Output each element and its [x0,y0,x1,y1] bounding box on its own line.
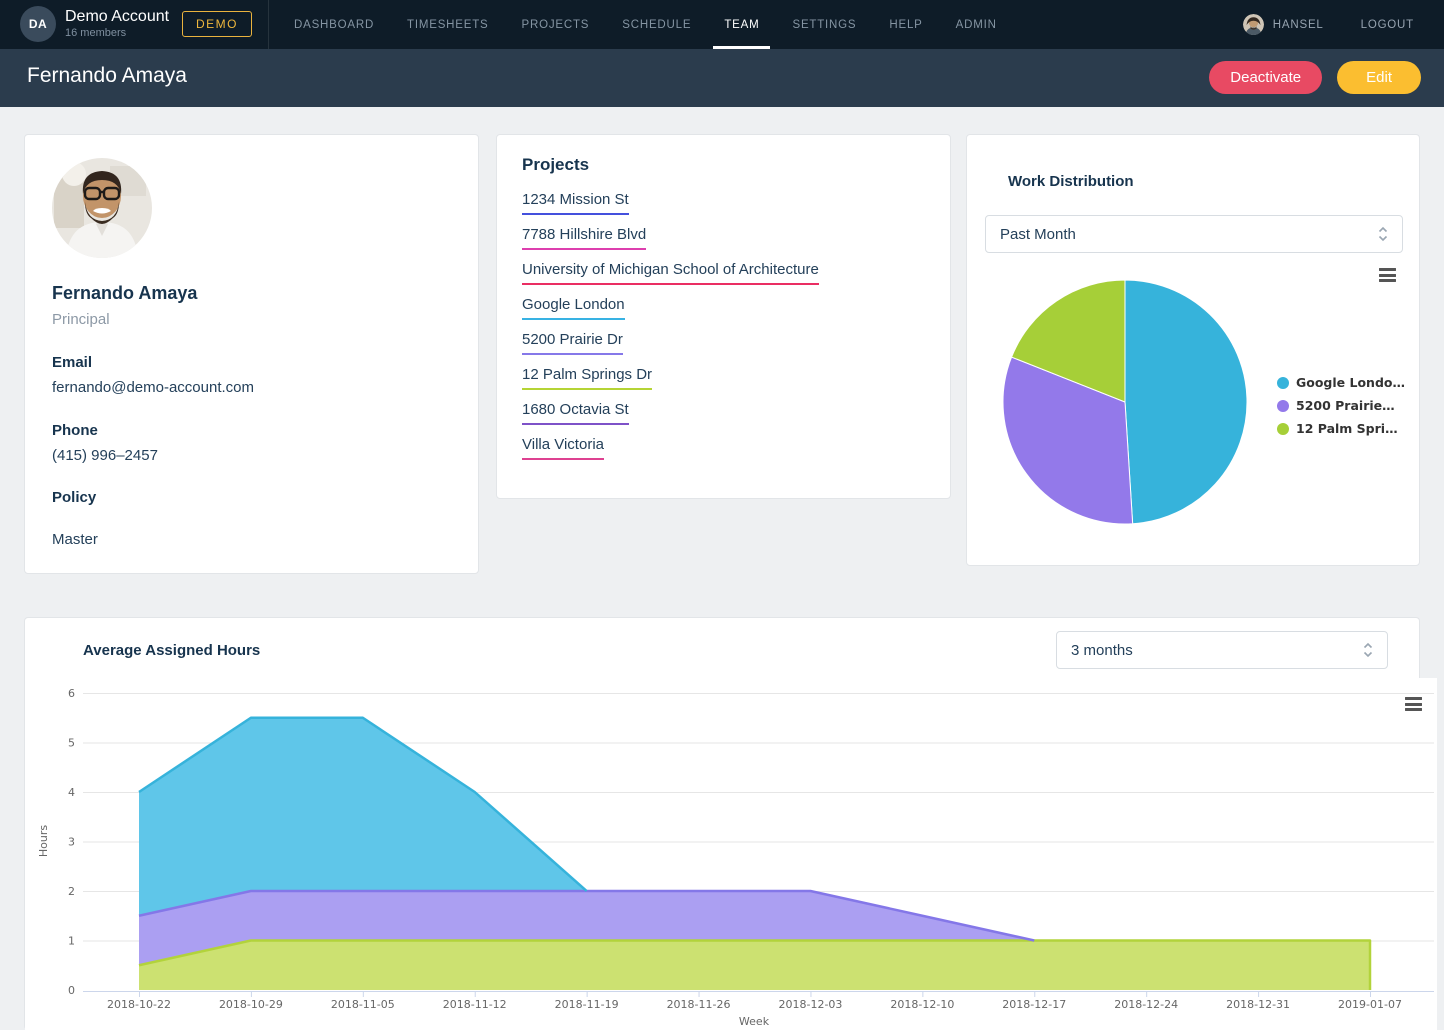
legend-dot [1277,399,1289,412]
pie-legend: Google Londo… 5200 Prairie… 12 Palm Spri… [1277,371,1405,440]
area-series-5200-prairie-dr [139,891,1370,966]
account-members-count: 16 members [65,27,127,39]
x-tick-label: 2018-12-24 [1114,998,1178,1011]
project-link-villa-victoria[interactable]: Villa Victoria [522,436,604,460]
x-tick-label: 2018-11-05 [331,998,395,1011]
pie-slice-12-palm-spri[interactable] [1010,279,1126,403]
y-tick-label: 1 [68,935,75,948]
legend-item-google-londo[interactable]: Google Londo… [1277,371,1405,394]
member-name: Fernando Amaya [52,283,198,303]
x-tick-label: 2018-11-12 [443,998,507,1011]
main-nav: DASHBOARD TIMESHEETS PROJECTS SCHEDULE TEAM S… [294,0,997,49]
edit-button[interactable]: Edit [1337,61,1421,94]
nav-item-timesheets[interactable]: TIMESHEETS [407,18,489,31]
nav-item-admin[interactable]: ADMIN [955,18,997,31]
x-tick-label: 2018-12-31 [1226,998,1290,1011]
area-series-12-palm-springs-dr [139,940,1370,990]
top-nav-bar: DA Demo Account 16 members DEMO DASHBOAR… [0,0,1444,49]
x-tick-label: 2018-10-29 [219,998,283,1011]
email-value: fernando@demo-account.com [52,379,255,396]
legend-label: 5200 Prairie… [1296,398,1395,413]
y-tick-label: 3 [68,836,75,849]
project-link-university-of-michigan-school-of-architecture[interactable]: University of Michigan School of Archite… [522,261,819,285]
nav-item-settings[interactable]: SETTINGS [792,18,857,31]
y-axis-title: Hours [37,825,50,857]
legend-item-5200-prairie[interactable]: 5200 Prairie… [1277,394,1405,417]
pie-slice-5200-prairie[interactable] [1002,356,1134,525]
project-link-1680-octavia-st[interactable]: 1680 Octavia St [522,401,629,425]
project-link-1234-mission-st[interactable]: 1234 Mission St [522,191,629,215]
x-tick-label: 2018-12-10 [890,998,954,1011]
logout-button[interactable]: LOGOUT [1360,18,1414,31]
nav-divider [268,0,269,49]
x-axis-title: Week [739,1015,770,1028]
legend-dot [1277,422,1289,435]
page-header: Fernando Amaya Deactivate Edit [0,49,1444,107]
nav-item-projects[interactable]: PROJECTS [521,18,590,31]
work-distribution-period-select[interactable]: Past Month [985,215,1403,253]
x-tick-label: 2018-10-22 [107,998,171,1011]
hamburger-menu-icon[interactable] [1379,268,1396,285]
profile-card: Fernando Amaya Principal Email fernando@… [24,134,479,574]
account-avatar[interactable]: DA [20,6,56,42]
assigned-hours-area-chart: 2018-10-22 2018-10-29 2018-11-05 2018-11-12… [25,678,1437,1030]
nav-item-dashboard[interactable]: DASHBOARD [294,18,375,31]
updown-chevron-icon [1378,226,1388,242]
user-name: HANSEL [1272,18,1324,31]
x-tick-label: 2018-11-26 [667,998,731,1011]
member-role: Principal [52,311,110,328]
nav-item-schedule[interactable]: SCHEDULE [622,18,692,31]
work-distribution-title: Work Distribution [1008,173,1134,190]
profile-photo [52,158,152,258]
email-label: Email [52,354,93,371]
assigned-hours-period-select[interactable]: 3 months [1056,631,1388,669]
project-link-google-london[interactable]: Google London [522,296,625,320]
page-title: Fernando Amaya [27,64,187,87]
x-tick-label: 2019-01-07 [1338,998,1402,1011]
hamburger-menu-icon[interactable] [1405,697,1422,714]
project-link-7788-hillshire-blvd[interactable]: 7788 Hillshire Blvd [522,226,647,250]
area-series-google-london [139,717,1370,941]
policy-value: Master [52,531,98,548]
x-tick-label: 2018-12-03 [778,998,842,1011]
pie-slice-google-londo[interactable] [1124,279,1248,525]
nav-item-help[interactable]: HELP [889,18,923,31]
phone-value: (415) 996–2457 [52,447,158,464]
projects-title: Projects [522,155,590,174]
demo-badge: DEMO [182,11,252,37]
y-tick-label: 0 [68,984,75,997]
y-tick-label: 4 [68,786,75,799]
legend-dot [1277,376,1289,389]
nav-item-team[interactable]: TEAM [713,0,771,49]
deactivate-button[interactable]: Deactivate [1209,61,1323,94]
legend-item-12-palm-spri[interactable]: 12 Palm Spri… [1277,417,1405,440]
account-name: Demo Account [65,8,170,25]
user-avatar [1242,14,1264,35]
legend-label: 12 Palm Spri… [1296,421,1398,436]
y-tick-label: 6 [68,687,75,700]
y-tick-label: 2 [68,885,75,898]
x-tick-label: 2018-11-19 [555,998,619,1011]
work-distribution-card: Work Distribution Past Month Google Lond… [966,134,1420,566]
updown-chevron-icon [1363,642,1373,658]
assigned-hours-title: Average Assigned Hours [83,642,261,659]
projects-card: Projects 1234 Mission St 7788 Hillshire B… [496,134,951,499]
project-link-5200-prairie-dr[interactable]: 5200 Prairie Dr [522,331,623,355]
projects-list: 1234 Mission St 7788 Hillshire Blvd Univer… [522,191,819,471]
assigned-hours-card: Average Assigned Hours 3 months 2018-10-… [24,617,1437,1030]
legend-label: Google Londo… [1296,375,1405,390]
phone-label: Phone [52,422,98,439]
y-tick-label: 5 [68,737,75,750]
policy-label: Policy [52,489,97,506]
project-link-12-palm-springs-dr[interactable]: 12 Palm Springs Dr [522,366,653,390]
x-tick-label: 2018-12-17 [1002,998,1066,1011]
user-menu[interactable]: HANSEL [1242,14,1324,35]
work-distribution-pie-chart [1002,279,1248,525]
